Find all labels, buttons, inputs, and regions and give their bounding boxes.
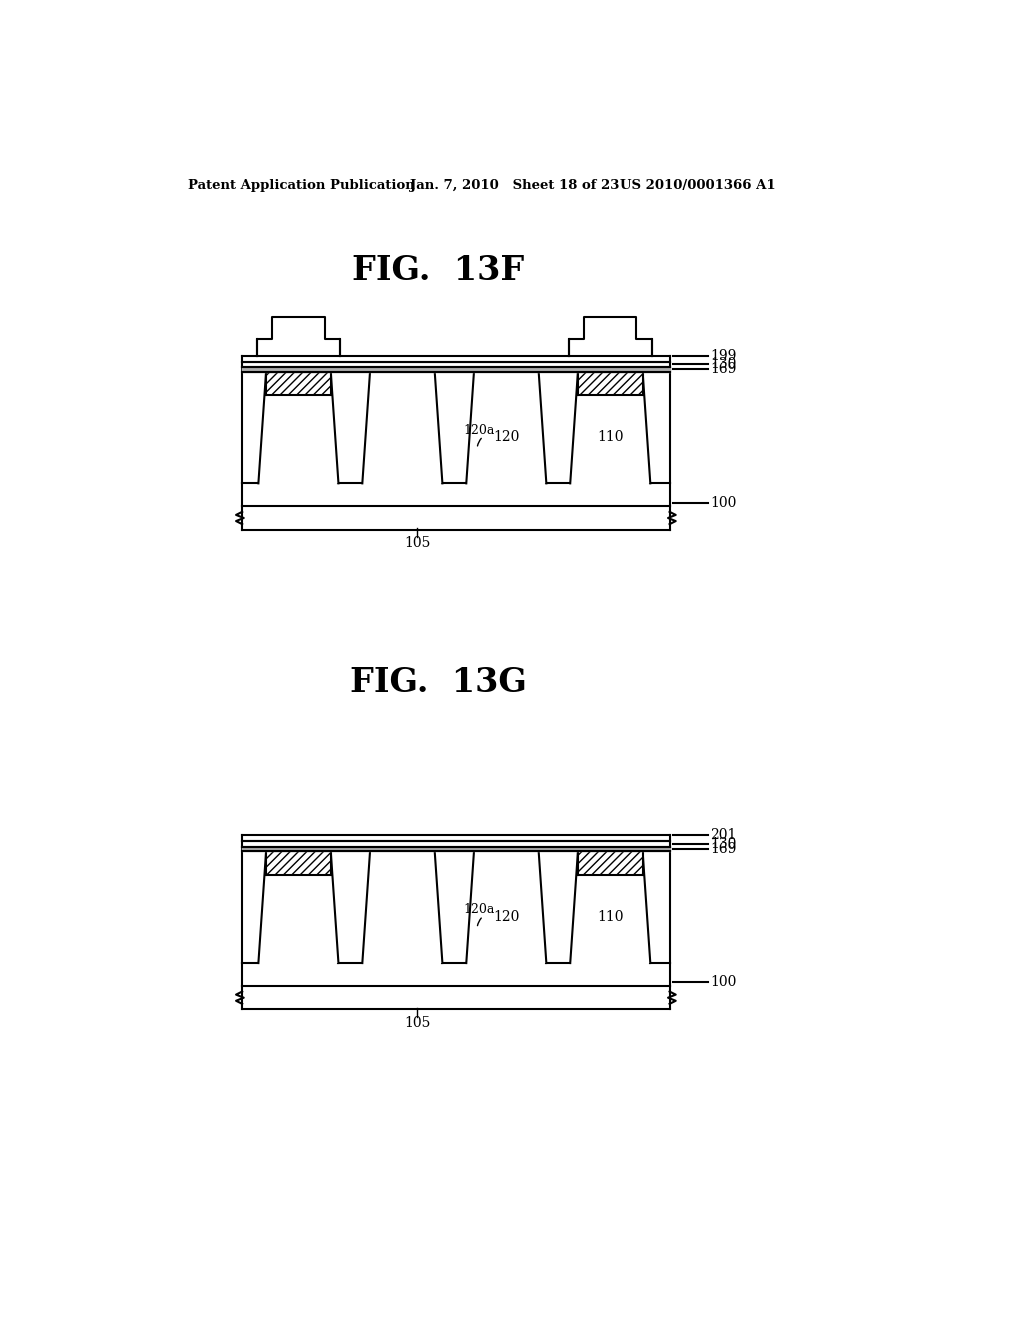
Text: 169: 169 [711, 363, 736, 376]
Text: FIG.  13F: FIG. 13F [352, 253, 524, 286]
Polygon shape [568, 317, 652, 355]
Text: 105: 105 [404, 536, 430, 550]
Polygon shape [570, 372, 650, 483]
Polygon shape [266, 851, 331, 875]
Text: Patent Application Publication: Patent Application Publication [188, 178, 415, 191]
Polygon shape [266, 372, 331, 395]
Polygon shape [578, 851, 643, 875]
Polygon shape [466, 851, 547, 964]
Text: Jan. 7, 2010   Sheet 18 of 23: Jan. 7, 2010 Sheet 18 of 23 [410, 178, 620, 191]
Text: 110: 110 [597, 909, 624, 924]
Text: 169: 169 [711, 842, 736, 857]
Polygon shape [578, 372, 643, 395]
Text: FIG.  13G: FIG. 13G [350, 665, 527, 698]
Polygon shape [258, 372, 339, 483]
Polygon shape [257, 317, 340, 355]
Text: 100: 100 [711, 975, 736, 989]
Text: 120a: 120a [464, 903, 495, 916]
Polygon shape [362, 851, 442, 964]
Polygon shape [362, 372, 442, 483]
Text: 120: 120 [494, 430, 519, 444]
Text: 120: 120 [494, 909, 519, 924]
Polygon shape [258, 851, 339, 964]
Text: 199: 199 [711, 348, 736, 363]
Text: 201: 201 [711, 828, 736, 842]
Polygon shape [466, 372, 547, 483]
Text: 105: 105 [404, 1016, 430, 1030]
Text: 100: 100 [711, 495, 736, 510]
Text: 130: 130 [711, 358, 736, 371]
Polygon shape [570, 851, 650, 964]
Text: 110: 110 [597, 430, 624, 444]
Text: 120a: 120a [464, 424, 495, 437]
Text: US 2010/0001366 A1: US 2010/0001366 A1 [620, 178, 775, 191]
Text: 130: 130 [711, 837, 736, 851]
